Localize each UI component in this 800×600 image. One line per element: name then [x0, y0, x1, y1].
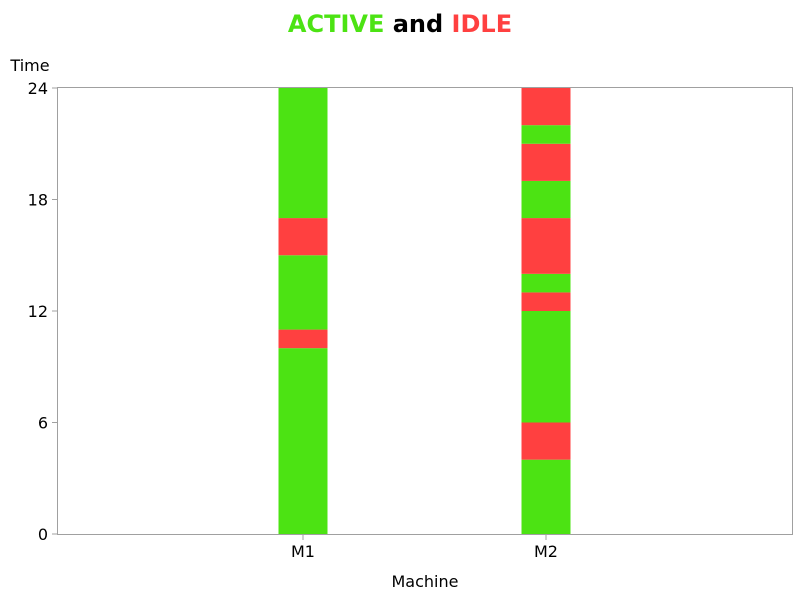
title-part-0: ACTIVE	[288, 10, 384, 38]
x-tick-label-m2: M2	[534, 542, 558, 561]
segment-m1-idle-3	[278, 218, 328, 256]
segment-m2-active-2	[521, 311, 571, 423]
y-axis: 0 6 12 18 24	[28, 79, 58, 544]
segment-m2-idle-5	[521, 218, 571, 274]
y-tick-label-6: 6	[38, 414, 48, 433]
title-part-1: and	[384, 10, 451, 38]
x-axis-label: Machine	[392, 572, 459, 591]
x-axis: M1 M2	[291, 534, 558, 561]
bars-layer	[278, 88, 571, 534]
y-tick-label-0: 0	[38, 525, 48, 544]
y-tick-label-24: 24	[28, 79, 48, 98]
segment-m2-idle-3	[521, 292, 571, 311]
bar-m1	[278, 88, 328, 534]
segment-m2-idle-7	[521, 143, 571, 181]
plot-frame	[57, 87, 793, 535]
y-tick-label-18: 18	[28, 191, 48, 210]
segment-m1-active-2	[278, 255, 328, 330]
segment-m2-active-0	[521, 459, 571, 534]
segment-m2-idle-1	[521, 422, 571, 460]
segment-m2-active-4	[521, 273, 571, 293]
y-tick-label-12: 12	[28, 302, 48, 321]
x-tick-label-m1: M1	[291, 542, 315, 561]
bar-m2	[521, 88, 571, 534]
chart-title: ACTIVE and IDLE	[288, 10, 512, 38]
segment-m1-active-4	[278, 88, 328, 219]
segment-m2-active-8	[521, 125, 571, 144]
y-axis-label: Time	[9, 56, 49, 75]
title-part-2: IDLE	[452, 10, 513, 38]
segment-m1-active-0	[278, 348, 328, 534]
segment-m2-idle-9	[521, 88, 571, 126]
segment-m2-active-6	[521, 180, 571, 219]
segment-m1-idle-1	[278, 329, 328, 349]
